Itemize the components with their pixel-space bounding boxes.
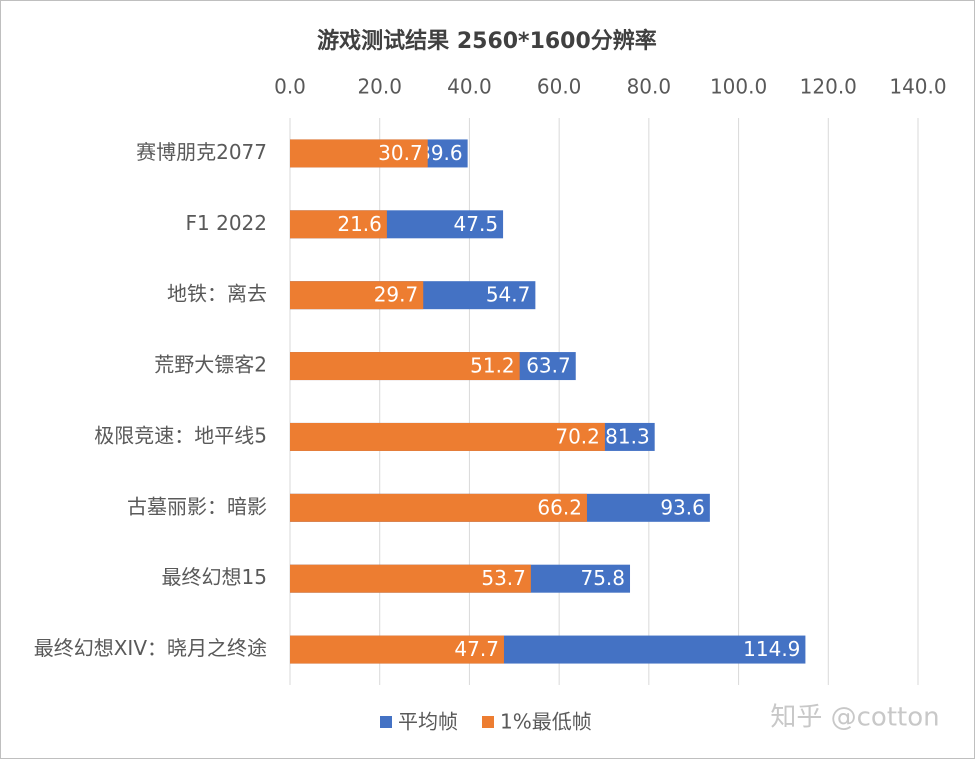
y-tick-label: 最终幻想15	[162, 565, 267, 589]
data-label: 114.9	[743, 637, 800, 661]
x-tick-label: 100.0	[710, 75, 767, 99]
x-tick-label: 40.0	[447, 75, 492, 99]
bar	[290, 210, 387, 239]
legend-label: 平均帧	[398, 710, 458, 734]
bar	[290, 352, 520, 381]
data-label: 21.6	[337, 212, 382, 236]
x-tick-label: 120.0	[800, 75, 857, 99]
y-tick-label: 赛博朋克2077	[136, 140, 267, 164]
chart-title: 游戏测试结果 2560*1600分辨率	[317, 28, 657, 54]
legend-label: 1%最低帧	[500, 710, 592, 734]
data-label: 51.2	[470, 354, 515, 378]
data-label: 66.2	[537, 495, 582, 519]
watermark: 知乎 @cotton	[770, 703, 939, 733]
bar	[290, 422, 605, 451]
data-label: 47.7	[454, 637, 499, 661]
y-tick-label: 荒野大镖客2	[154, 353, 267, 377]
x-tick-label: 20.0	[357, 75, 402, 99]
x-tick-label: 140.0	[889, 75, 946, 99]
y-tick-label: 古墓丽影：暗影	[127, 494, 267, 518]
legend-swatch	[482, 716, 494, 728]
bar	[290, 493, 587, 522]
data-label: 75.8	[580, 566, 625, 590]
x-tick-label: 80.0	[627, 75, 672, 99]
data-label: 30.7	[378, 141, 423, 165]
data-label: 53.7	[481, 566, 526, 590]
bar	[290, 564, 531, 593]
y-tick-label: 极限竞速：地平线5	[94, 423, 267, 447]
data-label: 47.5	[454, 212, 499, 236]
bar	[290, 281, 424, 310]
x-tick-label: 60.0	[537, 75, 582, 99]
bar	[290, 635, 504, 664]
data-label: 70.2	[555, 424, 600, 448]
data-label: 29.7	[374, 283, 419, 307]
data-label: 54.7	[486, 283, 531, 307]
data-label: 81.3	[605, 424, 650, 448]
y-tick-label: F1 2022	[186, 211, 267, 235]
y-tick-label: 最终幻想XIV：晓月之终途	[34, 636, 267, 660]
y-tick-label: 地铁：离去	[167, 282, 267, 306]
bar	[290, 139, 428, 168]
x-tick-label: 0.0	[274, 75, 306, 99]
legend-swatch	[380, 716, 392, 728]
data-label: 93.6	[660, 495, 705, 519]
data-label: 63.7	[526, 354, 571, 378]
